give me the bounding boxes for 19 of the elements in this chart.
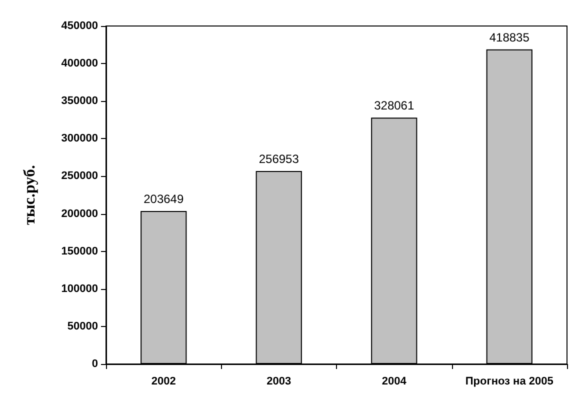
y-tick-label: 300000: [61, 132, 98, 145]
y-tick-label: 150000: [61, 245, 98, 258]
data-label: 256953: [258, 152, 300, 166]
data-label: 418835: [489, 30, 530, 44]
y-tick-label: 100000: [61, 282, 98, 295]
y-tick-label: 0: [92, 358, 98, 370]
x-tick-label: 2004: [382, 376, 408, 388]
y-tick-label: 250000: [61, 170, 98, 182]
x-tick-label: 2003: [266, 376, 292, 388]
y-tick-label: 450000: [61, 20, 98, 32]
data-label: 203649: [144, 192, 184, 206]
y-tick-label: 400000: [61, 58, 98, 70]
y-tick-label: 350000: [61, 95, 98, 108]
x-tick-label: Прогноз на 2005: [465, 376, 554, 388]
y-tick-label: 50000: [67, 320, 98, 332]
y-axis-title: тыс.руб.: [22, 165, 38, 225]
data-label: 328061: [374, 98, 414, 113]
y-tick-label: 200000: [61, 208, 98, 220]
x-tick-label: 2002: [151, 376, 176, 388]
